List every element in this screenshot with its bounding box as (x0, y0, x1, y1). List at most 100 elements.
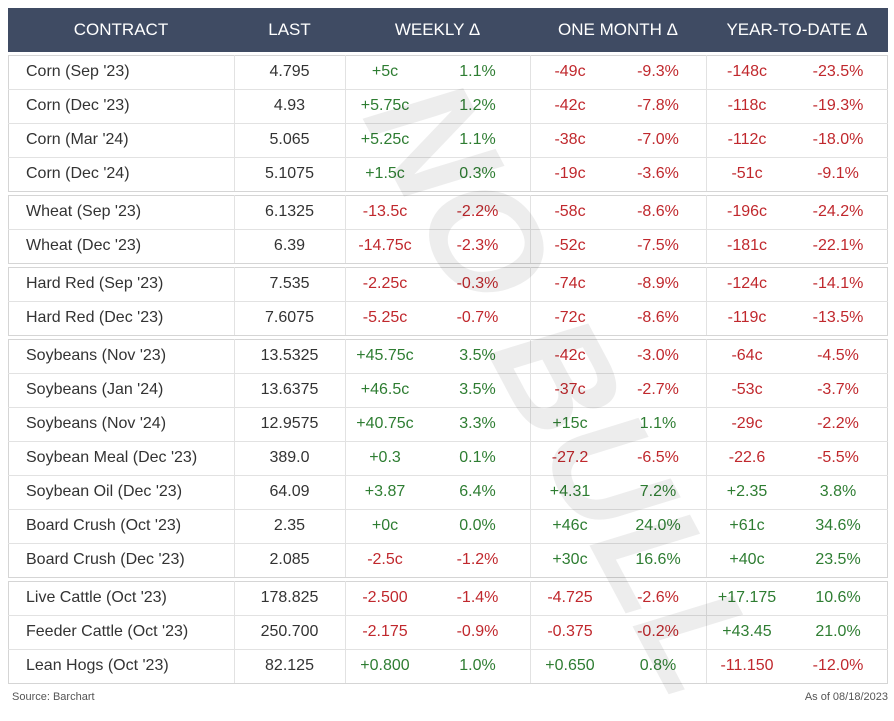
cell-value: 34.6% (815, 517, 861, 534)
column-divider (706, 339, 707, 577)
contract-name: Lean Hogs (Oct '23) (26, 657, 169, 674)
cell-value: 10.6% (815, 589, 861, 606)
cell-value: 3.3% (459, 415, 496, 432)
contract-name: Feeder Cattle (Oct '23) (26, 623, 189, 640)
cell-value: 6.1325 (265, 203, 314, 220)
row-divider (8, 615, 888, 650)
cell-value: +0.3 (369, 449, 401, 466)
contract-name: Live Cattle (Oct '23) (26, 589, 167, 606)
column-divider (530, 581, 531, 683)
cell-value: +5.25c (360, 131, 410, 148)
cell-value: +61c (729, 517, 765, 534)
cell-value: -2.2% (456, 203, 499, 220)
cell-value: 0.0% (459, 517, 496, 534)
cell-value: -22.1% (812, 237, 864, 254)
cell-value: 12.9575 (260, 415, 319, 432)
row-divider (8, 339, 888, 374)
source: Source: Barchart (12, 691, 95, 703)
column-header: YEAR-TO-DATE Δ (726, 20, 868, 39)
cell-value: -19.3% (812, 97, 864, 114)
cell-value: -3.0% (637, 347, 679, 364)
contract-name: Board Crush (Dec '23) (26, 551, 185, 568)
contract-name: Soybean Oil (Dec '23) (26, 483, 183, 500)
cell-value: -148c (726, 63, 768, 80)
row-divider (8, 195, 888, 230)
cell-value: -19c (554, 165, 586, 182)
cell-value: -42c (554, 347, 586, 364)
cell-value: -8.9% (637, 275, 679, 292)
row-divider (8, 89, 888, 124)
cell-value: 0.1% (459, 449, 496, 466)
cell-value: +3.87 (364, 483, 406, 500)
cell-value: 178.825 (260, 589, 319, 606)
cell-value: -18.0% (812, 131, 864, 148)
cell-value: -24.2% (812, 203, 864, 220)
contract-name: Soybean Meal (Dec '23) (26, 449, 198, 466)
cell-value: 5.065 (269, 131, 310, 148)
column-divider (234, 581, 235, 683)
cell-value: 389.0 (269, 449, 310, 466)
contract-name: Soybeans (Jan '24) (26, 381, 164, 398)
cell-value: 6.4% (459, 483, 496, 500)
column-divider (234, 339, 235, 577)
cell-value: -13.5c (362, 203, 408, 220)
contract-name: Soybeans (Nov '24) (26, 415, 167, 432)
cell-value: 2.35 (273, 517, 306, 534)
cell-value: 250.700 (260, 623, 319, 640)
row-divider (8, 509, 888, 544)
row-divider (8, 475, 888, 510)
cell-value: +5c (371, 63, 399, 80)
cell-value: -8.6% (637, 309, 679, 326)
cell-value: 6.39 (273, 237, 306, 254)
cell-value: -23.5% (812, 63, 864, 80)
cell-value: +45.75c (356, 347, 414, 364)
header-bar (8, 8, 888, 52)
cell-value: -42c (554, 97, 586, 114)
cell-value: -6.5% (637, 449, 679, 466)
cell-value: -53c (731, 381, 763, 398)
cell-value: +0c (371, 517, 399, 534)
column-header: ONE MONTH Δ (558, 20, 678, 39)
cell-value: +4.31 (549, 483, 591, 500)
cell-value: -0.7% (456, 309, 499, 326)
date: As of 08/18/2023 (804, 691, 888, 703)
cell-value: -64c (731, 347, 763, 364)
cell-value: -72c (554, 309, 586, 326)
column-divider (345, 581, 346, 683)
cell-value: -119c (727, 309, 767, 326)
cell-value: +46.5c (360, 381, 410, 398)
cell-value: -7.5% (637, 237, 679, 254)
contract-name: Hard Red (Dec '23) (26, 309, 164, 326)
cell-value: -9.1% (817, 165, 859, 182)
contract-name: Soybeans (Nov '23) (26, 347, 167, 364)
cell-value: +1.5c (365, 165, 405, 182)
cell-value: -181c (726, 237, 768, 254)
cell-value: -0.9% (456, 623, 499, 640)
contract-name: Corn (Mar '24) (26, 131, 129, 148)
cell-value: +5.75c (360, 97, 410, 114)
cell-value: -14.1% (812, 275, 864, 292)
cell-value: -74c (554, 275, 586, 292)
cell-value: -9.3% (637, 63, 679, 80)
cell-value: -112c (727, 131, 767, 148)
cell-value: -2.7% (637, 381, 679, 398)
cell-value: -2.175 (362, 623, 408, 640)
cell-value: 5.1075 (265, 165, 314, 182)
cell-value: -4.5% (817, 347, 859, 364)
cell-value: 24.0% (635, 517, 681, 534)
cell-value: -0.375 (547, 623, 593, 640)
cell-value: +43.45 (722, 623, 772, 640)
cell-value: -2.2% (817, 415, 859, 432)
cell-value: 13.6375 (260, 381, 319, 398)
cell-value: +15c (552, 415, 588, 432)
cell-value: -58c (554, 203, 586, 220)
cell-value: 2.085 (269, 551, 310, 568)
cell-value: 7.2% (639, 483, 677, 500)
cell-value: 21.0% (815, 623, 861, 640)
row-divider (8, 581, 888, 616)
cell-value: -124c (726, 275, 768, 292)
cell-value: 0.8% (639, 657, 677, 674)
cell-value: -2.500 (362, 589, 408, 606)
cell-value: +40.75c (356, 415, 414, 432)
cell-value: -1.4% (456, 589, 499, 606)
